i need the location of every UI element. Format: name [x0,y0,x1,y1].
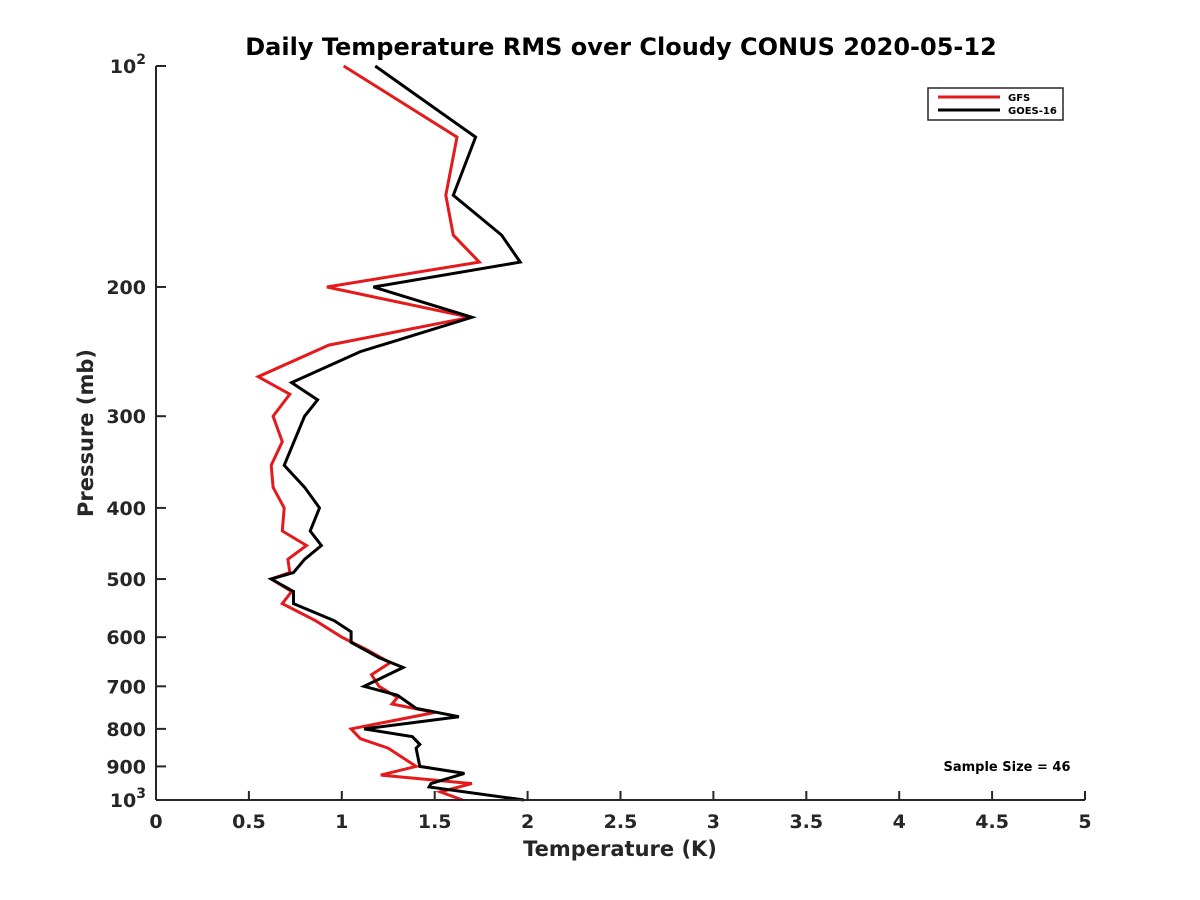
y-tick-label: 500 [106,569,146,591]
sample-size-annotation: Sample Size = 46 [943,760,1070,775]
axes: 0 0.5 1 1.5 2 2.5 3 3.5 4 4.5 5 102 200 300 400 500 600 7… [106,52,1091,833]
legend-box [927,87,1064,121]
x-tick-label: 4 [893,811,906,833]
y-tick-label: 700 [106,676,146,698]
plot-lines [254,64,525,802]
y-tick-label: 600 [106,627,146,649]
legend-label: GOES-16 [1008,106,1057,117]
x-tick-label: 2.5 [604,811,638,833]
y-tick-label: 200 [106,277,146,299]
x-tick-label: 3 [707,811,720,833]
x-tick-label: 4.5 [975,811,1009,833]
chart-title: Daily Temperature RMS over Cloudy CONUS … [245,33,997,61]
series-line-gfs [254,64,483,802]
x-axis-label: Temperature (K) [523,837,717,861]
x-tick-label: 3.5 [789,811,823,833]
y-tick-label: 102 [110,52,146,78]
y-tick-label: 400 [106,498,146,520]
x-tick-label: 1.5 [418,811,452,833]
x-tick-label: 1 [335,811,348,833]
y-axis-label: Pressure (mb) [74,349,98,517]
y-tick-label: 103 [110,786,146,812]
y-tick-label: 800 [106,719,146,741]
legend: GFS GOES-16 [927,87,1064,121]
y-tick-label: 900 [106,756,146,778]
x-tick-label: 2 [521,811,534,833]
y-tick-label: 300 [106,406,146,428]
x-tick-label: 5 [1078,811,1091,833]
legend-label: GFS [1008,93,1030,104]
x-tick-label: 0 [149,811,162,833]
series-line-goes-16 [267,64,525,802]
x-tick-label: 0.5 [232,811,266,833]
